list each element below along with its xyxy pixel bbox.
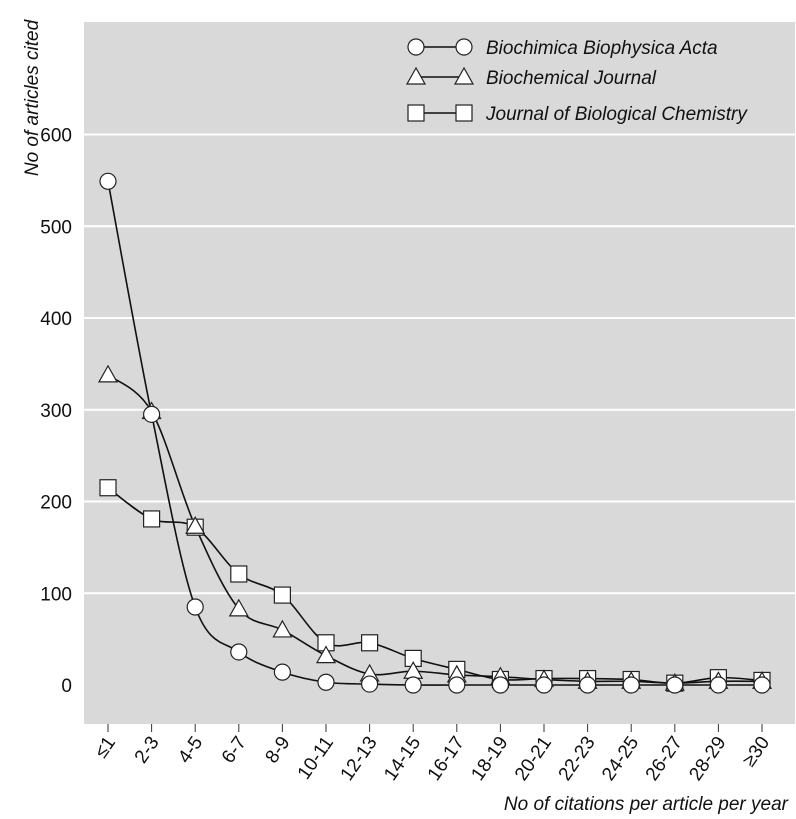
data-point-triangle [315,645,337,664]
legend-marker-circle [455,38,473,56]
legend-label: Biochemical Journal [486,68,657,89]
x-tick-label: 2-3 [131,733,164,768]
data-point-circle [709,676,728,694]
y-axis: 0 100 200 300 400 500 600 [40,126,72,698]
x-tick-label: 12-13 [337,733,382,785]
legend-marker-circle [407,38,425,56]
x-tick-label: 16-17 [424,733,469,785]
data-point-circle [666,676,684,694]
legend-label: Biochimica Biophysica Acta [486,38,718,59]
legend-label: Journal of Biological Chemistry [485,104,748,125]
y-tick-label: 600 [40,126,72,147]
data-point-circle [143,405,161,423]
data-point-circle [186,598,204,616]
x-tick-label: ≥30 [739,733,774,771]
y-tick-label: 0 [61,676,72,697]
x-axis: ≤1 2-3 4-5 6-7 8-9 10-1112-1314-1516-1718-192… [91,724,774,785]
x-tick-label: 6-7 [218,733,251,768]
x-tick-label: 26-27 [642,733,687,785]
data-point-circle [273,663,291,681]
y-tick-label: 100 [40,584,72,605]
x-axis-title: No of citations per article per year [504,794,789,815]
data-point-triangle [97,364,119,383]
legend-marker-square [407,104,425,122]
legend-marker-triangle [405,66,427,85]
data-point-circle [535,676,553,694]
data-point-triangle [228,598,249,617]
data-point-circle [753,676,771,694]
x-tick-label: 14-15 [380,733,425,785]
data-point-circle [578,676,597,694]
data-point-circle [230,643,248,661]
data-point-circle [99,172,117,190]
x-tick-label: 18-19 [467,733,512,785]
series-markers [97,172,773,694]
legend-marker-triangle [453,66,475,85]
data-point-triangle [185,516,206,534]
y-tick-label: 500 [40,217,72,238]
y-tick-label: 400 [40,309,72,330]
data-point-square [361,634,379,652]
y-tick-label: 300 [40,401,72,422]
data-point-circle [404,676,422,694]
y-axis-title: No of articles cited [22,18,43,176]
legend: Biochimica Biophysica Acta Biochemical Jo… [405,38,748,125]
data-point-triangle [272,619,293,638]
data-point-circle [317,673,335,691]
x-tick-label: 24-25 [598,733,643,785]
data-point-square [273,586,291,604]
plot-area [84,22,795,724]
x-tick-label: 10-11 [294,733,338,784]
data-point-square [99,479,117,497]
x-tick-label: 20-21 [511,733,556,785]
data-point-square [143,510,161,528]
grid-lines [84,133,795,595]
x-tick-label: 22-23 [555,733,600,785]
data-point-circle [448,676,466,694]
data-point-circle [361,675,379,693]
data-point-circle [622,676,640,694]
data-point-square [230,565,248,583]
x-tick-label: ≤1 [91,733,120,762]
x-tick-label: 4-5 [174,733,207,768]
x-tick-label: 8-9 [262,733,295,768]
legend-marker-square [455,104,473,122]
y-tick-label: 200 [40,493,72,514]
x-tick-label: 28-29 [685,733,730,785]
data-point-circle [491,676,509,694]
